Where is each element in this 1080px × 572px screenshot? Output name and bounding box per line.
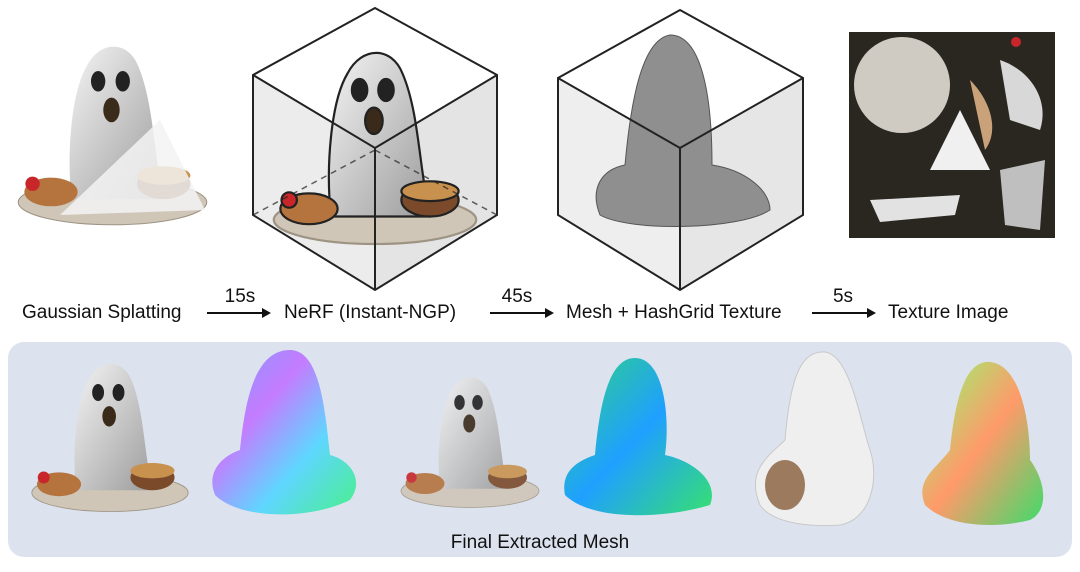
time-label: 15s <box>225 286 256 307</box>
stage-label: Mesh + HashGrid Texture <box>566 302 782 323</box>
arrow-head <box>545 308 554 318</box>
time-label: 5s <box>833 286 853 307</box>
gaussian-splat-image <box>17 46 208 226</box>
panel-caption: Final Extracted Mesh <box>451 532 629 553</box>
stage-label: Texture Image <box>888 302 1008 323</box>
stage-label: Gaussian Splatting <box>22 302 182 323</box>
stage-label: NeRF (Instant-NGP) <box>284 302 456 323</box>
mesh-renders <box>31 350 1044 527</box>
bottom-panel <box>8 342 1072 557</box>
time-label: 45s <box>502 286 533 307</box>
mesh-cube <box>557 8 804 292</box>
nerf-cube <box>252 6 498 292</box>
arrow-head <box>867 308 876 318</box>
texture-image <box>849 32 1055 238</box>
arrow-head <box>262 308 271 318</box>
